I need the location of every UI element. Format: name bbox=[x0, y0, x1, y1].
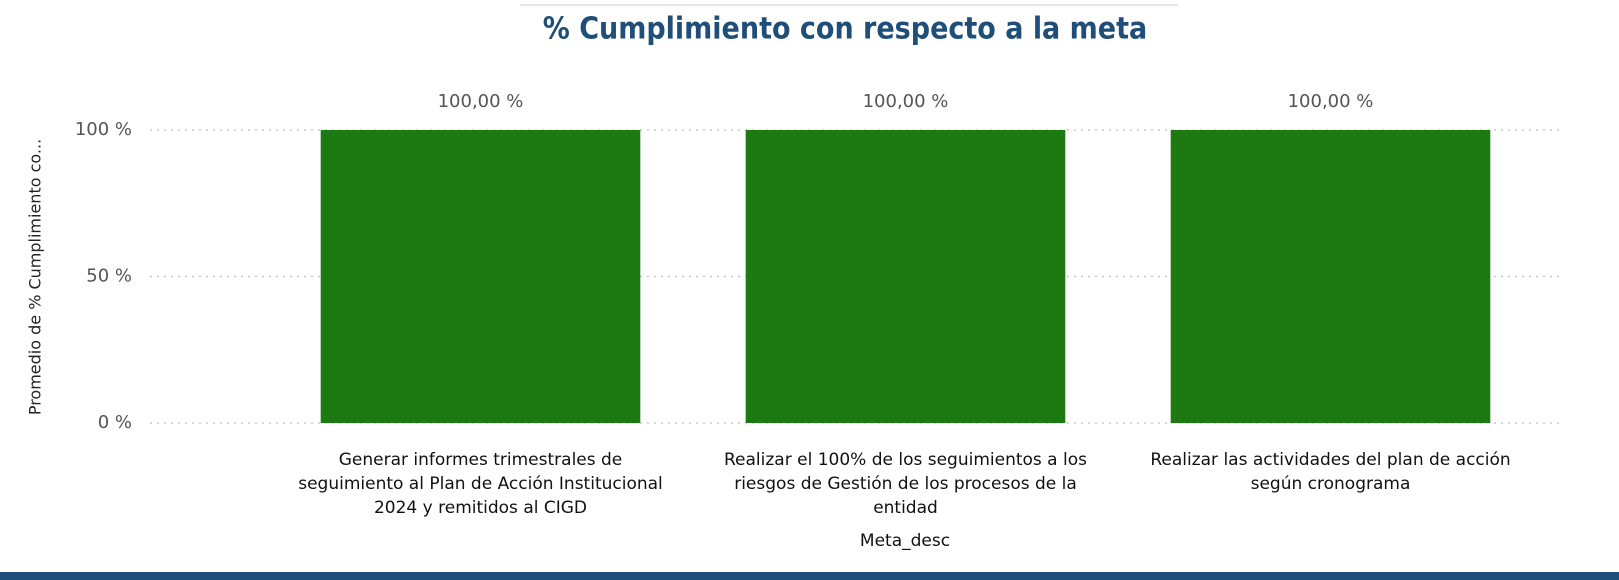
chart-title: % Cumplimiento con respecto a la meta bbox=[543, 12, 1147, 47]
x-tick-label: Generar informes trimestrales de seguimi… bbox=[298, 450, 663, 518]
x-tick-label: Realizar las actividades del plan de acc… bbox=[1150, 450, 1511, 494]
bar bbox=[320, 130, 641, 423]
y-axis-title: Promedio de % Cumplimiento co... bbox=[26, 139, 45, 415]
data-label: 100,00 % bbox=[863, 91, 949, 112]
data-label: 100,00 % bbox=[438, 91, 524, 112]
y-tick-label: 0 % bbox=[98, 412, 132, 433]
y-tick-label: 100 % bbox=[75, 119, 132, 140]
y-tick-label: 50 % bbox=[86, 266, 132, 287]
data-label: 100,00 % bbox=[1288, 91, 1374, 112]
bar bbox=[745, 130, 1066, 423]
x-axis-title: Meta_desc bbox=[860, 531, 950, 551]
x-tick-label: Realizar el 100% de los seguimientos a l… bbox=[724, 450, 1087, 518]
bar bbox=[1170, 130, 1491, 423]
bottom-bar bbox=[0, 572, 1619, 580]
